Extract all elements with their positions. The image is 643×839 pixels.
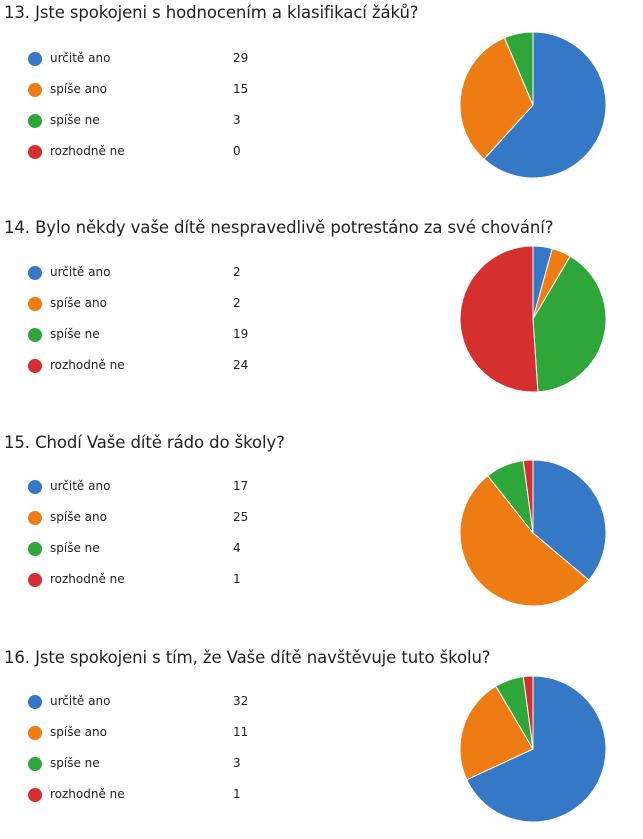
legend-dot-green [28,542,42,556]
pie-slice-spise-ne [504,31,534,106]
legend-count: 3 [233,113,241,127]
legend-dot-blue [28,695,42,709]
legend-dot-green [28,328,42,342]
question-13: 13. Jste spokojeni s hodnocením a klasif… [0,3,643,183]
legend-count: 32 [233,694,249,708]
question-title: 16. Jste spokojeni s tím, že Vaše dítě n… [4,648,491,667]
question-16: 16. Jste spokojeni s tím, že Vaše dítě n… [0,648,643,828]
legend-label: spíše ne [50,327,100,341]
legend-label: spíše ne [50,541,100,555]
question-title: 13. Jste spokojeni s hodnocením a klasif… [4,3,419,22]
legend-label: určitě ano [50,479,111,493]
legend-label: určitě ano [50,265,111,279]
pie-slice-rozhodne-ne [522,459,534,534]
legend-label: rozhodně ne [50,358,125,372]
legend-dot-red [28,573,42,587]
question-title: 15. Chodí Vaše dítě rádo do školy? [4,433,285,452]
legend-count: 2 [233,265,241,279]
pie-slice-spise-ano [459,685,534,781]
pie-slice-rozhodne-ne [522,675,534,750]
legend-label: rozhodně ne [50,144,125,158]
legend-dot-orange [28,511,42,525]
legend-count: 24 [233,358,249,372]
legend-dot-orange [28,297,42,311]
legend-label: spíše ano [50,510,107,524]
legend-dot-green [28,114,42,128]
legend-count: 11 [233,725,249,739]
pie-slice-spise-ano [459,37,534,160]
legend-dot-blue [28,52,42,66]
legend-dot-blue [28,266,42,280]
legend-count: 15 [233,82,249,96]
question-title: 14. Bylo někdy vaše dítě nespravedlivě p… [4,218,554,237]
pie-slice-urcite-ano [466,675,607,823]
legend-dot-orange [28,83,42,97]
pie-chart [459,459,607,607]
pie-chart [459,245,607,393]
legend-dot-blue [28,480,42,494]
legend-dot-green [28,757,42,771]
legend-label: rozhodně ne [50,572,125,586]
legend-count: 1 [233,572,241,586]
legend-count: 17 [233,479,249,493]
legend-label: spíše ne [50,113,100,127]
legend-label: spíše ano [50,82,107,96]
legend-dot-red [28,145,42,159]
pie-slice-spise-ano [459,475,590,607]
legend-label: spíše ne [50,756,100,770]
legend-dot-orange [28,726,42,740]
legend-label: určitě ano [50,51,111,65]
legend-label: spíše ano [50,296,107,310]
legend-label: určitě ano [50,694,111,708]
legend-count: 19 [233,327,249,341]
pie-slice-rozhodne-ne [459,245,539,393]
pie-chart [459,675,607,823]
pie-slice-urcite-ano [483,31,607,179]
legend-label: rozhodně ne [50,787,125,801]
legend-count: 3 [233,756,241,770]
legend-count: 29 [233,51,249,65]
question-14: 14. Bylo někdy vaše dítě nespravedlivě p… [0,218,643,398]
legend-count: 1 [233,787,241,801]
legend-count: 25 [233,510,249,524]
pie-slice-urcite-ano [532,459,607,581]
legend-dot-red [28,788,42,802]
legend-count: 4 [233,541,241,555]
pie-slice-spise-ne [532,255,607,393]
legend-dot-red [28,359,42,373]
legend-count: 0 [233,144,241,158]
legend-count: 2 [233,296,241,310]
pie-chart [459,31,607,179]
question-15: 15. Chodí Vaše dítě rádo do školy? určit… [0,433,643,613]
legend-label: spíše ano [50,725,107,739]
